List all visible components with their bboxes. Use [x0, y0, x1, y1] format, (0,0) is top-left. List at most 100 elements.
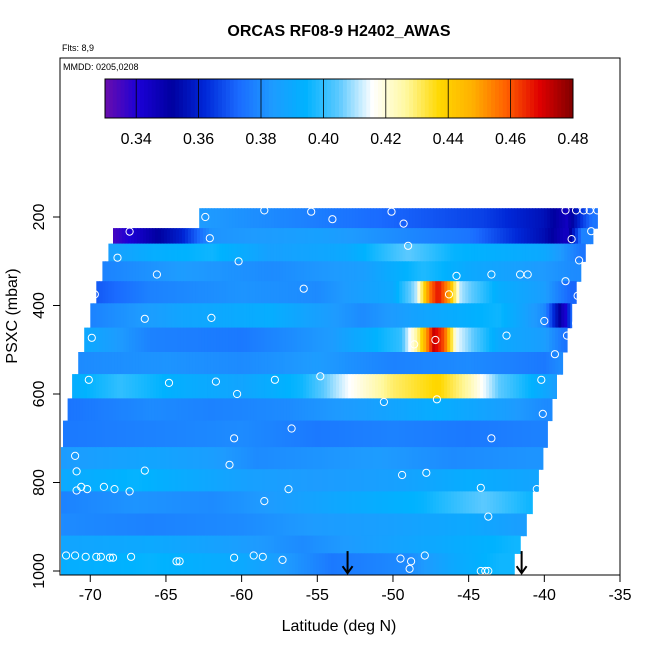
heat-cell: [202, 513, 206, 537]
heat-cell: [481, 469, 485, 492]
heat-cell: [442, 535, 446, 554]
heat-cell: [343, 208, 347, 229]
sample-point: [152, 270, 161, 279]
colorbar-cell: [541, 79, 547, 118]
heat-cell: [246, 281, 250, 304]
heat-cell: [385, 553, 389, 575]
heat-cell: [426, 281, 430, 304]
heat-cell: [126, 303, 130, 329]
heat-cell: [202, 553, 206, 575]
heat-cell: [484, 535, 488, 554]
heat-cell: [373, 208, 377, 229]
heat-cell: [525, 281, 529, 304]
heat-cell: [102, 327, 106, 353]
sample-point: [404, 241, 413, 250]
heat-cell: [238, 208, 242, 229]
heat-cell: [133, 398, 138, 422]
heat-cell: [454, 208, 458, 229]
heat-cell: [216, 327, 220, 353]
heat-cell: [451, 469, 455, 492]
heat-cell: [532, 398, 537, 422]
heat-cell: [348, 261, 352, 282]
heat-cell: [121, 447, 125, 470]
heat-cell: [316, 208, 320, 229]
heat-cell: [96, 352, 100, 375]
heat-cell: [264, 420, 268, 448]
heat-cell: [519, 327, 523, 353]
heat-cell: [537, 243, 541, 262]
heat-cell: [339, 352, 343, 375]
sample-point: [387, 207, 396, 216]
heat-cell: [399, 281, 403, 304]
heat-cell: [379, 491, 383, 515]
heat-cell: [505, 513, 509, 537]
heat-cell: [522, 327, 526, 353]
heat-cell: [426, 352, 430, 375]
heat-cell: [381, 327, 385, 353]
heat-cell: [381, 352, 385, 375]
heat-cell: [313, 208, 317, 229]
heat-cell: [160, 553, 164, 575]
heat-cell: [177, 352, 181, 375]
heat-cell: [394, 491, 398, 515]
heat-cell: [120, 243, 124, 262]
heat-cell: [238, 513, 242, 537]
heat-layer-5: [90, 303, 573, 329]
heat-cell: [284, 228, 288, 245]
heat-cell: [498, 374, 502, 399]
heat-cell: [168, 261, 172, 282]
heat-cell: [163, 469, 167, 492]
heat-cell: [214, 208, 218, 229]
heat-cell: [157, 513, 161, 537]
sample-point: [92, 552, 101, 561]
heat-layer-9: [67, 398, 553, 422]
heat-cell: [412, 447, 416, 470]
heat-cell: [403, 513, 407, 537]
heat-cell: [253, 469, 257, 492]
heat-cell: [240, 352, 244, 375]
colorbar-cell: [241, 79, 246, 118]
heat-cell: [313, 513, 317, 537]
heat-cell: [316, 491, 320, 515]
heat-cell: [181, 447, 185, 470]
x-tick-label: -65: [154, 587, 177, 604]
heat-cell: [405, 420, 409, 448]
heat-cell: [64, 469, 68, 492]
heat-cell: [289, 447, 293, 470]
heat-cell: [213, 352, 217, 375]
heat-cell: [156, 243, 160, 262]
heat-cell: [498, 261, 502, 282]
heat-cell: [192, 327, 196, 353]
heat-cell: [169, 513, 173, 537]
heat-cell: [487, 491, 491, 515]
heat-cell: [273, 303, 277, 329]
heat-cell: [448, 469, 452, 492]
heat-cell: [499, 535, 503, 554]
heat-cell: [109, 398, 114, 422]
heat-cell: [528, 281, 532, 304]
heat-cell: [151, 553, 155, 575]
heat-cell: [199, 535, 203, 554]
heat-cell: [336, 374, 340, 399]
heat-cell: [262, 491, 266, 515]
heat-cell: [210, 327, 214, 353]
heat-cell: [375, 281, 379, 304]
heat-cell: [430, 208, 434, 229]
heat-cell: [174, 281, 178, 304]
heat-cell: [570, 281, 574, 304]
heat-cell: [415, 398, 420, 422]
heat-cell: [421, 208, 425, 229]
heat-cell: [270, 327, 274, 353]
heat-cell: [412, 469, 416, 492]
heat-cell: [478, 208, 482, 229]
heat-cell: [444, 261, 448, 282]
heat-cell: [502, 208, 506, 229]
heat-cell: [127, 398, 132, 422]
heat-cell: [484, 513, 488, 537]
heat-cell: [372, 374, 376, 399]
heat-cell: [496, 491, 500, 515]
heat-cell: [333, 243, 337, 262]
heat-cell: [519, 281, 523, 304]
heat-cell: [166, 447, 170, 470]
heat-cell: [385, 447, 389, 470]
